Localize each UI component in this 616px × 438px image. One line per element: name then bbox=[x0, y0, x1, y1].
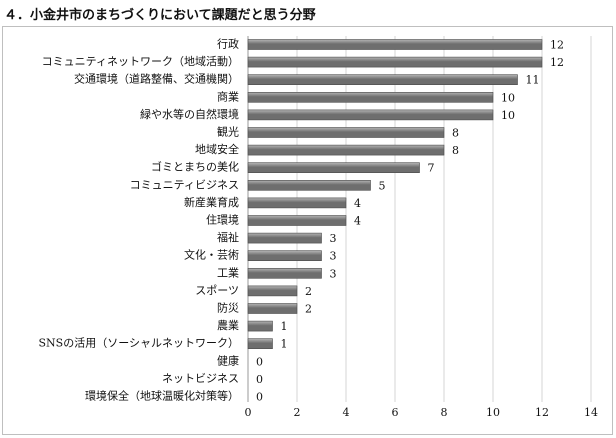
bar bbox=[247, 320, 273, 332]
value-label: 2 bbox=[305, 285, 312, 298]
category-label: 農業 bbox=[217, 318, 239, 332]
category-label: 緑や水等の自然環境 bbox=[140, 107, 239, 121]
bar bbox=[247, 197, 347, 209]
category-label: 環境保全（地球温暖化対策等） bbox=[85, 389, 239, 403]
value-label: 12 bbox=[550, 39, 564, 52]
value-label: 8 bbox=[452, 144, 459, 157]
value-label: 0 bbox=[256, 355, 263, 368]
category-label: スポーツ bbox=[195, 284, 239, 297]
category-label: 観光 bbox=[217, 125, 239, 139]
category-label: 工業 bbox=[217, 266, 239, 279]
value-label: 2 bbox=[305, 303, 312, 316]
category-label: ゴミとまちの美化 bbox=[151, 160, 239, 174]
bar bbox=[247, 232, 322, 244]
bar bbox=[247, 162, 420, 173]
value-label: 7 bbox=[428, 162, 435, 175]
value-label: 0 bbox=[256, 391, 263, 404]
category-label: コミュニティビジネス bbox=[130, 178, 239, 191]
bar bbox=[247, 109, 494, 121]
value-label: 3 bbox=[330, 250, 337, 263]
value-label: 11 bbox=[526, 74, 540, 87]
chart-title: ４．小金井市のまちづくりにおいて課題だと思う分野 bbox=[4, 8, 316, 23]
category-label: 住環境 bbox=[206, 213, 239, 227]
bar bbox=[247, 250, 322, 261]
bars bbox=[247, 39, 543, 350]
bar bbox=[247, 144, 445, 156]
bar bbox=[247, 180, 371, 191]
category-label: 防災 bbox=[217, 301, 239, 315]
value-label: 1 bbox=[281, 320, 288, 333]
category-label: 福祉 bbox=[217, 230, 239, 244]
category-label: 文化・芸術 bbox=[184, 248, 239, 262]
bar bbox=[247, 215, 347, 226]
category-label: ネットビジネス bbox=[162, 372, 239, 385]
value-label: 3 bbox=[330, 232, 337, 245]
bar bbox=[247, 56, 543, 68]
value-label: 10 bbox=[501, 91, 515, 104]
x-axis-ticks: 0 2 4 6 8 10 12 14 bbox=[245, 406, 599, 419]
value-label: 3 bbox=[330, 267, 337, 280]
x-tick-label: 6 bbox=[392, 406, 399, 419]
x-tick-label: 8 bbox=[441, 406, 448, 419]
bar bbox=[247, 303, 298, 314]
value-label: 1 bbox=[281, 338, 288, 351]
bar bbox=[247, 285, 298, 297]
category-label: コミュニティネットワーク（地域活動） bbox=[42, 54, 239, 68]
x-tick-label: 2 bbox=[294, 406, 301, 419]
value-label: 4 bbox=[354, 215, 361, 228]
bar bbox=[247, 338, 273, 350]
value-label: 10 bbox=[501, 109, 515, 122]
bar bbox=[247, 74, 518, 85]
category-label: 新産業育成 bbox=[184, 195, 239, 209]
x-tick-label: 4 bbox=[343, 406, 350, 419]
chart-frame bbox=[2, 26, 613, 435]
category-label: 地域安全 bbox=[195, 142, 239, 156]
bar bbox=[247, 39, 543, 50]
value-label: 5 bbox=[379, 179, 386, 192]
bar bbox=[247, 92, 494, 103]
value-label: 4 bbox=[354, 197, 361, 210]
value-label: 12 bbox=[550, 56, 564, 69]
value-label: 8 bbox=[452, 127, 459, 140]
bar bbox=[247, 267, 322, 279]
x-tick-label: 12 bbox=[535, 406, 549, 419]
category-label: SNSの活用（ソーシャルネットワーク） bbox=[39, 337, 239, 350]
category-label: 行政 bbox=[217, 37, 239, 51]
bar bbox=[247, 127, 445, 138]
category-label: 商業 bbox=[217, 89, 239, 103]
value-label: 0 bbox=[256, 373, 263, 386]
x-tick-label: 10 bbox=[486, 406, 500, 419]
category-label: 交通環境（道路整備、交通機関） bbox=[74, 72, 239, 86]
x-tick-label: 0 bbox=[245, 406, 252, 419]
x-tick-label: 14 bbox=[584, 406, 598, 419]
category-label: 健康 bbox=[217, 353, 239, 367]
